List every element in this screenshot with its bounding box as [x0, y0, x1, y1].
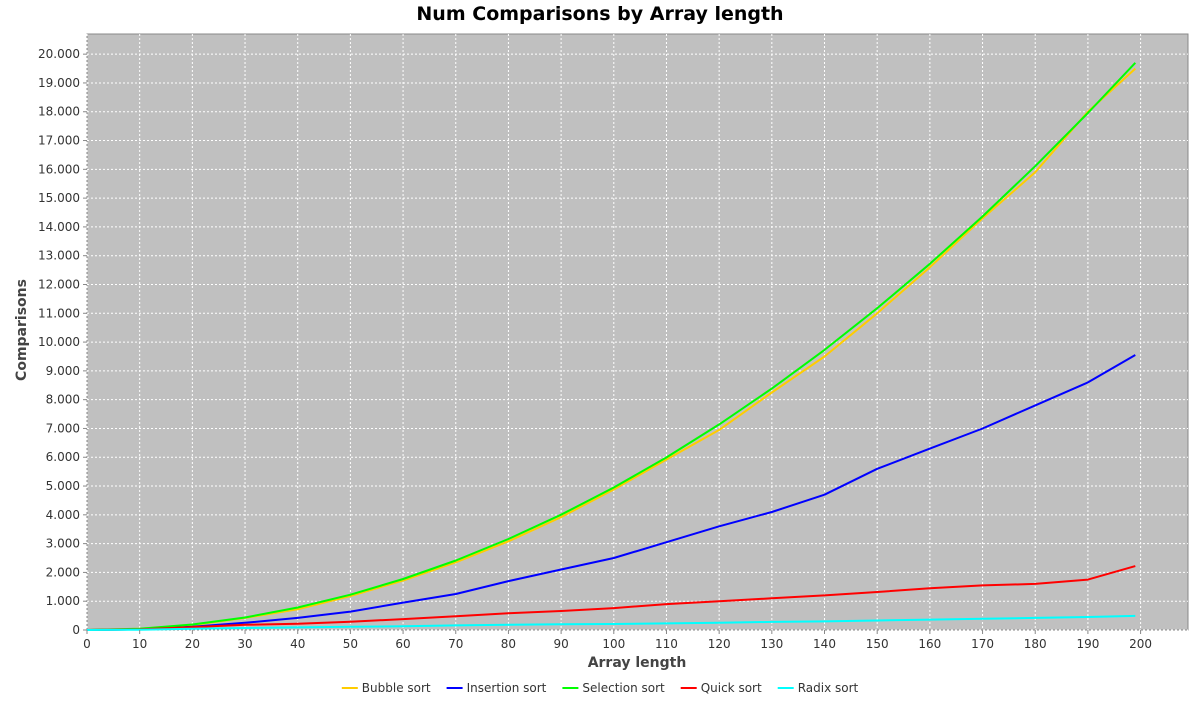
x-tick-label: 80 [501, 637, 516, 651]
radix-sort-line [86, 614, 1136, 631]
x-tick-label: 50 [343, 637, 358, 651]
y-tick-label: 14.000 [38, 220, 80, 234]
y-tick-label: 7.000 [46, 421, 80, 435]
x-tick-label: 160 [918, 637, 941, 651]
x-tick-label: 120 [708, 637, 731, 651]
y-tick-label: 1.000 [46, 594, 80, 608]
x-tick-label: 0 [83, 637, 91, 651]
x-tick-label: 10 [132, 637, 147, 651]
x-tick-label: 90 [553, 637, 568, 651]
y-tick-label: 3.000 [46, 537, 80, 551]
legend-label: Selection sort [582, 681, 665, 695]
x-tick-label: 60 [395, 637, 410, 651]
y-tick-label: 19.000 [38, 76, 80, 90]
y-tick-label: 9.000 [46, 364, 80, 378]
series-lines [86, 62, 1137, 631]
y-tick-label: 6.000 [46, 450, 80, 464]
y-tick-label: 10.000 [38, 335, 80, 349]
y-tick-label: 17.000 [38, 134, 80, 148]
x-tick-label: 130 [760, 637, 783, 651]
legend-item-bubble-sort: Bubble sort [341, 681, 431, 695]
x-tick-label: 70 [448, 637, 463, 651]
legend-label: Radix sort [798, 681, 859, 695]
x-tick-label: 180 [1024, 637, 1047, 651]
y-tick-label: 15.000 [38, 191, 80, 205]
x-tick-label: 40 [290, 637, 305, 651]
quick-sort-line [86, 565, 1136, 631]
y-tick-label: 0 [72, 623, 80, 637]
y-tick-label: 12.000 [38, 277, 80, 291]
x-tick-label: 140 [813, 637, 836, 651]
legend-item-radix-sort: Radix sort [777, 681, 859, 695]
y-tick-label: 13.000 [38, 249, 80, 263]
y-tick-label: 2.000 [46, 565, 80, 579]
selection-sort-line [86, 62, 1137, 631]
y-tick-label: 11.000 [38, 306, 80, 320]
x-tick-label: 100 [602, 637, 625, 651]
axes: 0 1.000 2.000 3.000 4.000 5.000 6.000 7.000 8.00… [38, 47, 1152, 651]
y-tick-label: 5.000 [46, 479, 80, 493]
x-tick-label: 170 [971, 637, 994, 651]
y-axis-title: Comparisons [14, 279, 30, 381]
y-tick-label: 20.000 [38, 47, 80, 61]
legend-label: Bubble sort [362, 681, 431, 695]
x-tick-label: 150 [866, 637, 889, 651]
legend-label: Insertion sort [467, 681, 547, 695]
x-tick-label: 200 [1129, 637, 1152, 651]
chart-title: Num Comparisons by Array length [416, 3, 783, 25]
plot-area [86, 33, 1189, 631]
y-tick-label: 18.000 [38, 105, 80, 119]
insertion-sort-line [86, 354, 1136, 631]
legend: Bubble sort Insertion sort Selection sort Q… [341, 681, 859, 695]
x-tick-label: 110 [655, 637, 678, 651]
legend-item-quick-sort: Quick sort [680, 681, 762, 695]
legend-item-insertion-sort: Insertion sort [446, 681, 547, 695]
x-tick-label: 30 [237, 637, 252, 651]
x-axis-title: Array length [588, 655, 687, 671]
legend-item-selection-sort: Selection sort [562, 681, 665, 695]
x-tick-label: 20 [185, 637, 200, 651]
y-tick-label: 8.000 [46, 393, 80, 407]
legend-label: Quick sort [701, 681, 762, 695]
y-tick-label: 16.000 [38, 162, 80, 176]
y-tick-label: 4.000 [46, 508, 80, 522]
x-tick-label: 190 [1076, 637, 1099, 651]
